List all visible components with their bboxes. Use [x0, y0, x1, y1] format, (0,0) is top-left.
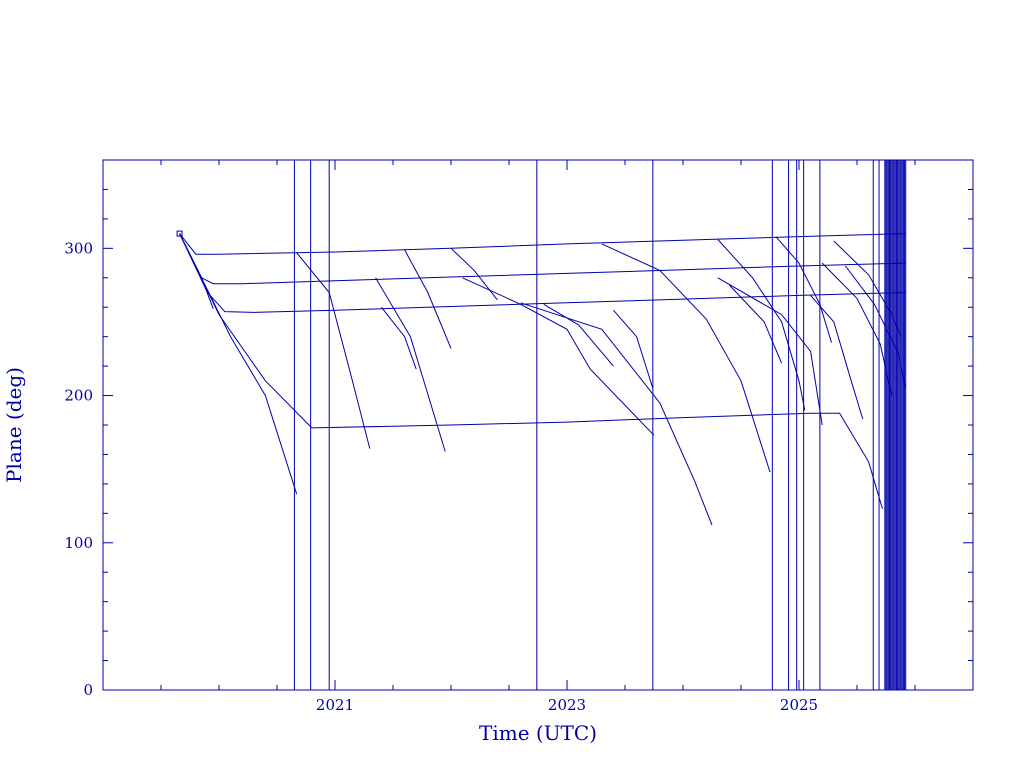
series-line: [520, 302, 713, 526]
y-tick-label: 0: [83, 681, 93, 699]
plot-frame: [102, 159, 974, 691]
series-line: [179, 233, 298, 495]
x-tick-label: 2021: [316, 696, 354, 714]
series-line: [381, 306, 417, 370]
series-line: [404, 249, 452, 349]
series-line: [450, 247, 498, 301]
series-line: [775, 236, 832, 343]
series-lines: [176, 230, 907, 526]
series-line: [833, 240, 902, 337]
series-line: [462, 277, 655, 436]
y-tick-label: 200: [64, 387, 93, 405]
y-tick-label: 300: [64, 239, 93, 257]
series-line: [375, 277, 446, 452]
vertical-lines: [293, 160, 907, 690]
series-line: [179, 233, 906, 285]
y-tick-label: 100: [64, 534, 93, 552]
series-line: [543, 303, 614, 367]
series-line: [717, 239, 806, 411]
axis-ticks: [102, 159, 974, 691]
series-line: [179, 233, 883, 510]
series-line: [613, 309, 654, 389]
series-line: [821, 262, 893, 396]
series-line: [729, 284, 783, 364]
start-marker: [176, 230, 183, 237]
tick-labels: 2021 2023 2025 0 100 200 300: [64, 239, 818, 714]
series-line: [601, 243, 771, 473]
x-tick-label: 2025: [780, 696, 818, 714]
y-axis-label: Plane (deg): [2, 367, 26, 483]
x-tick-label: 2023: [548, 696, 586, 714]
series-line: [717, 277, 823, 426]
x-axis-label: Time (UTC): [479, 721, 597, 745]
series-line: [845, 265, 907, 389]
series-line: [810, 295, 864, 420]
series-line: [296, 252, 371, 449]
